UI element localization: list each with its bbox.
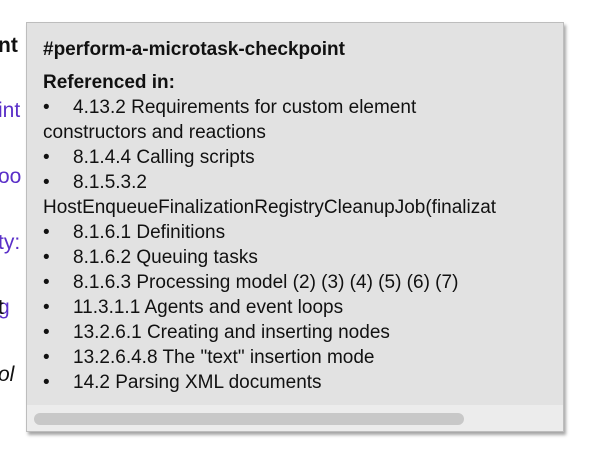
bullet-icon: • bbox=[43, 372, 50, 393]
bullet-icon: • bbox=[43, 272, 50, 293]
reference-link[interactable]: 13.2.6.4.8 The "text" insertion mode bbox=[73, 347, 375, 368]
bullet-icon: • bbox=[43, 247, 50, 268]
bullet-icon: • bbox=[43, 172, 50, 193]
bullet-icon: • bbox=[43, 322, 50, 343]
bg-link-fragment[interactable]: ty: bbox=[0, 231, 21, 254]
reference-link[interactable]: 8.1.6.2 Queuing tasks bbox=[73, 247, 258, 268]
bg-link-fragment[interactable]: int bbox=[0, 99, 21, 122]
reference-link[interactable]: 8.1.6.3 Processing model (2) (3) (4) (5)… bbox=[73, 272, 459, 293]
reference-link[interactable]: 8.1.5.3.2 bbox=[73, 172, 147, 193]
reference-link[interactable]: 13.2.6.1 Creating and inserting nodes bbox=[73, 322, 390, 343]
reference-link[interactable]: 8.1.4.4 Calling scripts bbox=[73, 147, 255, 168]
bullet-icon: • bbox=[43, 97, 50, 118]
bullet-icon: • bbox=[43, 297, 50, 318]
list-item: • 13.2.6.1 Creating and inserting nodes bbox=[43, 320, 563, 345]
list-item: • 11.3.1.1 Agents and event loops bbox=[43, 295, 563, 320]
bg-text-fragment: t bbox=[0, 296, 4, 319]
bg-link-fragment[interactable]: oo bbox=[0, 165, 22, 188]
list-item: • 13.2.6.4.8 The "text" insertion mode bbox=[43, 345, 563, 370]
list-item: • 8.1.6.3 Processing model (2) (3) (4) (5… bbox=[43, 270, 563, 295]
list-item: • 8.1.5.3.2 HostEnqueueFinalizationRegistr… bbox=[43, 170, 563, 220]
reference-link[interactable]: 8.1.6.1 Definitions bbox=[73, 222, 226, 243]
bg-link-text[interactable]: g bbox=[0, 296, 10, 319]
list-item: • 8.1.6.2 Queuing tasks bbox=[43, 245, 563, 270]
bg-heading-fragment: nt bbox=[0, 34, 18, 57]
list-item: • 4.13.2 Requirements for custom element c… bbox=[43, 95, 563, 145]
reference-link-continued[interactable]: constructors and reactions bbox=[43, 122, 266, 143]
background-page: nt int oo ty: g t ol bbox=[0, 0, 40, 454]
reference-link[interactable]: 14.2 Parsing XML documents bbox=[73, 372, 322, 393]
anchor-id: #perform-a-microtask-checkpoint bbox=[43, 39, 345, 60]
reference-link[interactable]: 4.13.2 Requirements for custom element bbox=[73, 97, 417, 118]
referenced-in-heading: Referenced in: bbox=[43, 72, 175, 93]
list-item: • 8.1.6.1 Definitions bbox=[43, 220, 563, 245]
bg-italic-fragment: ol bbox=[0, 363, 15, 386]
list-item: • 8.1.4.4 Calling scripts bbox=[43, 145, 563, 170]
list-item: • 14.2 Parsing XML documents bbox=[43, 370, 563, 395]
references-list: • 4.13.2 Requirements for custom element c… bbox=[43, 95, 563, 395]
references-popup: #perform-a-microtask-checkpoint Referenc… bbox=[26, 22, 564, 432]
popup-content: #perform-a-microtask-checkpoint Referenc… bbox=[43, 37, 563, 395]
scrollbar-thumb[interactable] bbox=[34, 413, 464, 425]
horizontal-scrollbar[interactable] bbox=[27, 405, 563, 431]
reference-link[interactable]: 11.3.1.1 Agents and event loops bbox=[73, 297, 344, 318]
bullet-icon: • bbox=[43, 222, 50, 243]
bullet-icon: • bbox=[43, 147, 50, 168]
reference-link-continued[interactable]: HostEnqueueFinalizationRegistryCleanupJo… bbox=[43, 197, 497, 218]
bullet-icon: • bbox=[43, 347, 50, 368]
